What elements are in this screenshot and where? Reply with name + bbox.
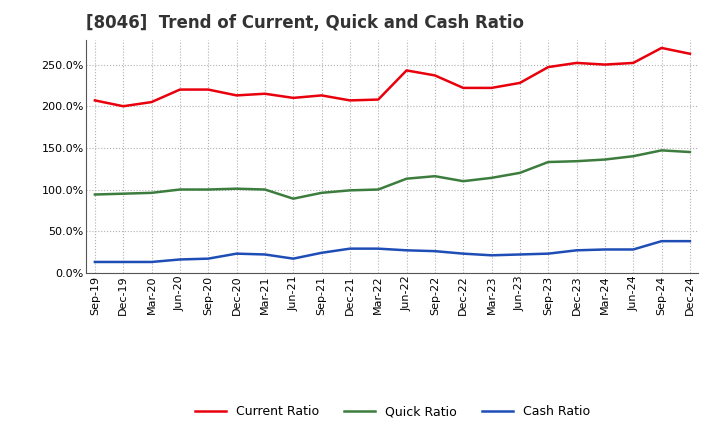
Cash Ratio	[629, 247, 637, 252]
Cash Ratio	[119, 259, 127, 264]
Quick Ratio	[204, 187, 212, 192]
Cash Ratio	[148, 259, 156, 264]
Cash Ratio	[459, 251, 467, 256]
Cash Ratio	[204, 256, 212, 261]
Quick Ratio	[346, 188, 354, 193]
Quick Ratio	[459, 179, 467, 184]
Quick Ratio	[572, 158, 581, 164]
Text: [8046]  Trend of Current, Quick and Cash Ratio: [8046] Trend of Current, Quick and Cash …	[86, 15, 524, 33]
Cash Ratio	[657, 238, 666, 244]
Cash Ratio	[176, 257, 184, 262]
Quick Ratio	[119, 191, 127, 196]
Current Ratio	[516, 80, 524, 85]
Current Ratio	[148, 99, 156, 105]
Cash Ratio	[289, 256, 297, 261]
Quick Ratio	[176, 187, 184, 192]
Cash Ratio	[600, 247, 609, 252]
Quick Ratio	[685, 150, 694, 155]
Cash Ratio	[685, 238, 694, 244]
Current Ratio	[572, 60, 581, 66]
Quick Ratio	[402, 176, 411, 181]
Current Ratio	[119, 103, 127, 109]
Cash Ratio	[261, 252, 269, 257]
Current Ratio	[600, 62, 609, 67]
Quick Ratio	[487, 175, 496, 180]
Quick Ratio	[600, 157, 609, 162]
Cash Ratio	[374, 246, 382, 251]
Quick Ratio	[431, 173, 439, 179]
Quick Ratio	[516, 170, 524, 176]
Line: Cash Ratio: Cash Ratio	[95, 241, 690, 262]
Current Ratio	[487, 85, 496, 91]
Current Ratio	[176, 87, 184, 92]
Current Ratio	[261, 91, 269, 96]
Cash Ratio	[233, 251, 241, 256]
Current Ratio	[629, 60, 637, 66]
Quick Ratio	[657, 148, 666, 153]
Current Ratio	[233, 93, 241, 98]
Current Ratio	[544, 64, 552, 70]
Cash Ratio	[346, 246, 354, 251]
Cash Ratio	[572, 248, 581, 253]
Current Ratio	[204, 87, 212, 92]
Quick Ratio	[544, 159, 552, 165]
Cash Ratio	[91, 259, 99, 264]
Line: Quick Ratio: Quick Ratio	[95, 150, 690, 199]
Cash Ratio	[516, 252, 524, 257]
Quick Ratio	[148, 190, 156, 195]
Current Ratio	[374, 97, 382, 102]
Current Ratio	[657, 45, 666, 51]
Quick Ratio	[318, 190, 326, 195]
Current Ratio	[289, 95, 297, 101]
Quick Ratio	[233, 186, 241, 191]
Current Ratio	[91, 98, 99, 103]
Quick Ratio	[629, 154, 637, 159]
Line: Current Ratio: Current Ratio	[95, 48, 690, 106]
Current Ratio	[459, 85, 467, 91]
Cash Ratio	[402, 248, 411, 253]
Current Ratio	[402, 68, 411, 73]
Quick Ratio	[91, 192, 99, 197]
Current Ratio	[318, 93, 326, 98]
Quick Ratio	[374, 187, 382, 192]
Quick Ratio	[289, 196, 297, 202]
Cash Ratio	[487, 253, 496, 258]
Cash Ratio	[544, 251, 552, 256]
Cash Ratio	[431, 249, 439, 254]
Cash Ratio	[318, 250, 326, 256]
Current Ratio	[685, 51, 694, 56]
Current Ratio	[431, 73, 439, 78]
Quick Ratio	[261, 187, 269, 192]
Current Ratio	[346, 98, 354, 103]
Legend: Current Ratio, Quick Ratio, Cash Ratio: Current Ratio, Quick Ratio, Cash Ratio	[189, 400, 595, 423]
